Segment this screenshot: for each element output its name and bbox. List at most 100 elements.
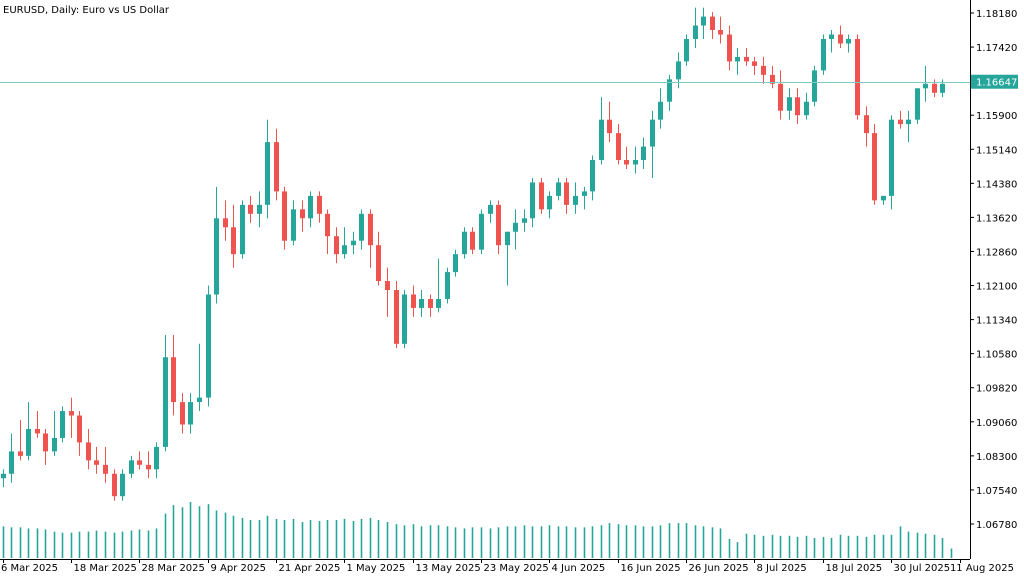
bearish-candle xyxy=(855,34,860,120)
candle-body xyxy=(197,397,202,403)
candle-body xyxy=(171,357,176,403)
bullish-candle xyxy=(342,227,347,259)
candle-body xyxy=(881,195,886,201)
bearish-candle xyxy=(180,393,185,434)
candle-body xyxy=(436,298,441,308)
bearish-candle xyxy=(368,209,373,268)
candle-body xyxy=(770,74,775,84)
candle-body xyxy=(248,204,253,214)
candle-body xyxy=(889,119,894,196)
bearish-candle xyxy=(146,451,151,479)
price-tick-label: 1.12100 xyxy=(976,282,1017,293)
candle-body xyxy=(590,160,595,192)
bullish-candle xyxy=(291,200,296,246)
candle-body xyxy=(214,218,219,295)
price-tick-label: 1.17420 xyxy=(976,43,1017,54)
bearish-candle xyxy=(103,446,108,483)
price-tick-label: 1.18180 xyxy=(976,9,1017,20)
candle-body xyxy=(693,25,698,39)
bullish-candle xyxy=(829,30,834,53)
candle-body xyxy=(368,213,373,246)
bullish-candle xyxy=(667,74,672,111)
bearish-candle xyxy=(137,451,142,470)
candle-body xyxy=(522,218,527,223)
bearish-candle xyxy=(35,411,40,438)
price-tick-label: 1.15140 xyxy=(976,145,1017,156)
bearish-candle xyxy=(317,191,322,223)
bearish-candle xyxy=(898,110,903,129)
candlesticks xyxy=(1,7,945,501)
bearish-candle xyxy=(43,428,48,465)
candle-body xyxy=(624,160,629,165)
bearish-candle xyxy=(274,128,279,201)
price-tick-label: 1.08300 xyxy=(976,452,1017,463)
bullish-candle xyxy=(188,393,193,434)
candle-body xyxy=(650,119,655,147)
bearish-candle xyxy=(325,209,330,255)
time-tick-label: 8 Jul 2025 xyxy=(757,563,807,574)
candle-body xyxy=(112,473,117,497)
price-axis[interactable]: 1.18180 1.17420 1.16647 1.15900 1.15140 1.143… xyxy=(970,9,1018,531)
bullish-candle xyxy=(488,200,493,223)
candle-body xyxy=(411,294,416,308)
candle-body xyxy=(69,411,74,416)
candle-body xyxy=(718,30,723,35)
candle-body xyxy=(872,133,877,201)
candle-body xyxy=(1,473,6,479)
bullish-candle xyxy=(599,97,604,165)
candle-body xyxy=(505,231,510,246)
candle-body xyxy=(26,428,31,456)
candle-body xyxy=(129,460,134,474)
candle-body xyxy=(462,231,467,255)
candle-body xyxy=(787,97,792,111)
bullish-candle xyxy=(590,155,595,201)
bullish-candle xyxy=(658,88,663,129)
bearish-candle xyxy=(496,200,501,255)
price-tick-label: 1.12860 xyxy=(976,247,1017,258)
bullish-candle xyxy=(522,209,527,232)
candle-body xyxy=(334,236,339,255)
candle-body xyxy=(163,357,168,447)
bearish-candle xyxy=(470,227,475,255)
bullish-candle xyxy=(129,455,134,479)
time-axis[interactable]: 6 Mar 2025 18 Mar 2025 28 Mar 2025 9 Apr 20… xyxy=(1,559,1014,574)
bearish-candle xyxy=(744,47,749,66)
candle-body xyxy=(898,119,903,125)
bullish-candle xyxy=(787,88,792,120)
time-tick-label: 18 Jul 2025 xyxy=(826,563,883,574)
bullish-candle xyxy=(359,209,364,250)
candle-body xyxy=(120,473,125,497)
candle-body xyxy=(701,16,706,26)
candle-body xyxy=(795,97,800,116)
bearish-candle xyxy=(710,12,715,39)
candle-body xyxy=(573,195,578,205)
bullish-candle xyxy=(214,186,219,304)
bearish-candle xyxy=(428,294,433,317)
chart-frame xyxy=(0,0,971,560)
time-tick-label: 9 Apr 2025 xyxy=(211,563,266,574)
bullish-candle xyxy=(735,47,740,75)
candle-body xyxy=(846,38,851,44)
candle-body xyxy=(52,437,57,452)
candle-body xyxy=(607,119,612,134)
bullish-candle xyxy=(812,65,817,107)
bullish-candle xyxy=(163,334,168,452)
bearish-candle xyxy=(112,469,117,501)
time-tick-label: 21 Apr 2025 xyxy=(279,563,341,574)
candle-body xyxy=(821,38,826,71)
bullish-candle xyxy=(513,209,518,250)
candle-body xyxy=(154,446,159,470)
bullish-candle xyxy=(462,227,467,259)
candle-body xyxy=(547,195,552,210)
bearish-candle xyxy=(624,146,629,169)
candle-body xyxy=(453,254,458,273)
bearish-candle xyxy=(282,186,287,250)
bullish-candle xyxy=(923,65,928,102)
candle-body xyxy=(539,182,544,210)
candle-body xyxy=(556,182,561,196)
bullish-candle xyxy=(9,433,14,483)
bearish-candle xyxy=(223,200,228,241)
candle-body xyxy=(18,451,23,456)
